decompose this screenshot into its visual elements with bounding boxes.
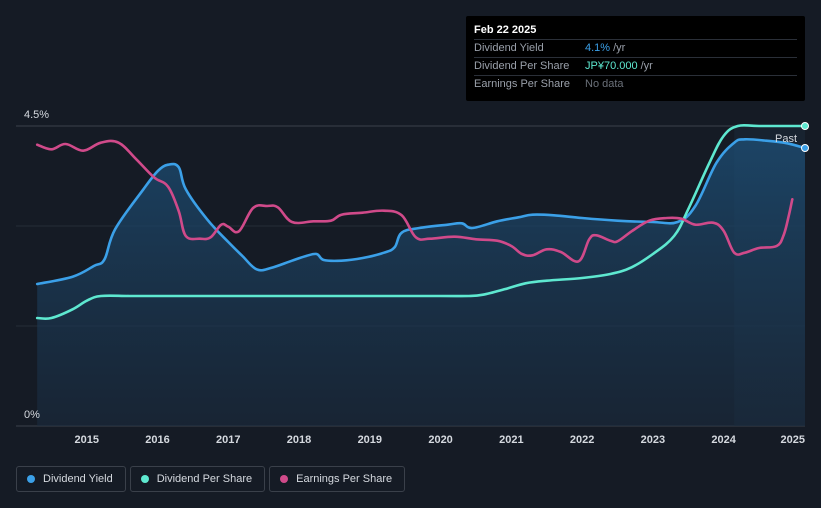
dividend-per-share-line [35, 123, 807, 321]
legend-item-earnings-per-share[interactable]: Earnings Per Share [269, 466, 406, 492]
legend: Dividend Yield Dividend Per Share Earnin… [16, 466, 406, 492]
legend-item-dividend-per-share[interactable]: Dividend Per Share [129, 466, 266, 492]
tooltip-unit: /yr [640, 60, 653, 72]
legend-label: Dividend Per Share [156, 473, 253, 485]
x-tick-label: 2021 [499, 434, 523, 446]
legend-label: Dividend Yield [43, 473, 113, 485]
series-lines [35, 123, 807, 321]
series-endpoints [801, 122, 809, 152]
series-fills [37, 139, 805, 426]
x-axis-ticks: 2015 2016 2017 2018 2019 2020 2021 2022 2023 2024… [75, 434, 805, 446]
legend-dot-icon [280, 475, 289, 483]
x-tick-label: 2017 [216, 434, 240, 446]
y-axis-bottom-label: 0% [24, 409, 40, 421]
dividend-yield-area [37, 139, 805, 426]
y-axis-top-label: 4.5% [24, 109, 49, 121]
tooltip-value: JP¥70.000 [585, 60, 638, 72]
tooltip-label: Earnings Per Share [474, 78, 570, 90]
tooltip-value: 4.1% [585, 42, 611, 54]
tooltip-unit: /yr [613, 42, 626, 54]
legend-item-dividend-yield[interactable]: Dividend Yield [16, 466, 126, 492]
tooltip-date: Feb 22 2025 [474, 24, 537, 36]
x-tick-label: 2016 [145, 434, 169, 446]
x-tick-label: 2015 [75, 434, 99, 446]
tooltip-row-earnings-per-share: Earnings Per Share No data [474, 75, 797, 93]
tooltip-label: Dividend Per Share [474, 60, 570, 72]
dividend-yield-line [35, 137, 807, 286]
earnings-per-share-line [35, 139, 794, 263]
tooltip: Feb 22 2025 Dividend Yield 4.1% /yr Divi… [466, 16, 805, 101]
legend-dot-icon [27, 475, 35, 483]
x-tick-label: 2023 [641, 434, 665, 446]
past-label: Past [775, 133, 797, 145]
tooltip-row-dividend-yield: Dividend Yield 4.1% /yr [474, 39, 797, 57]
x-tick-label: 2022 [570, 434, 594, 446]
dividend-per-share-endpoint [801, 122, 809, 130]
legend-dot-icon [140, 475, 149, 483]
x-tick-label: 2020 [428, 434, 452, 446]
x-tick-label: 2019 [358, 434, 382, 446]
legend-label: Earnings Per Share [296, 473, 393, 485]
x-tick-label: 2018 [287, 434, 311, 446]
tooltip-value: No data [585, 78, 624, 90]
dividend-yield-endpoint [801, 144, 809, 152]
tooltip-row-dividend-per-share: Dividend Per Share JP¥70.000 /yr [474, 57, 797, 75]
tooltip-label: Dividend Yield [474, 42, 544, 54]
x-tick-label: 2024 [711, 434, 736, 446]
x-tick-label: 2025 [781, 434, 805, 446]
